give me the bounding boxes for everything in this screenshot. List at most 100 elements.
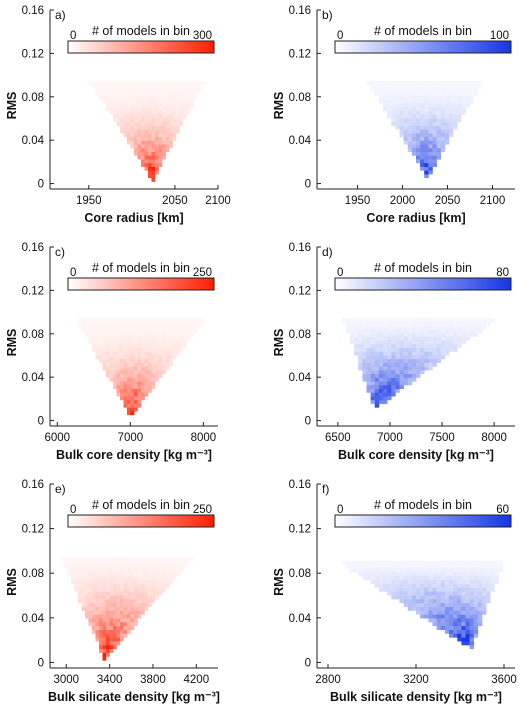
heatmap-bin bbox=[144, 366, 149, 371]
heatmap-bin bbox=[162, 572, 166, 577]
heatmap-bin bbox=[123, 633, 128, 638]
heatmap-bin bbox=[116, 629, 121, 634]
heatmap-bin bbox=[424, 358, 429, 363]
heatmap-bin bbox=[453, 99, 458, 104]
heatmap-bin bbox=[158, 564, 163, 569]
heatmap-bin bbox=[387, 568, 392, 573]
heatmap-bin bbox=[186, 317, 191, 322]
heatmap-bin bbox=[158, 144, 163, 149]
heatmap-bin bbox=[144, 606, 149, 611]
heatmap-bin bbox=[449, 99, 454, 104]
heatmap-bin bbox=[482, 564, 487, 569]
heatmap-bin bbox=[151, 556, 156, 561]
heatmap-bin bbox=[134, 618, 138, 623]
heatmap-bin bbox=[123, 355, 128, 360]
heatmap-bin bbox=[85, 332, 89, 337]
heatmap-bin bbox=[366, 321, 371, 326]
heatmap-bin bbox=[130, 564, 135, 569]
heatmap-bin bbox=[137, 572, 142, 577]
heatmap-bin bbox=[85, 560, 89, 565]
heatmap-bin bbox=[391, 358, 396, 363]
heatmap-bin bbox=[186, 329, 191, 334]
heatmap-bin bbox=[395, 362, 400, 367]
heatmap-bin bbox=[165, 114, 170, 119]
heatmap-bin bbox=[482, 595, 487, 600]
heatmap-bin bbox=[137, 151, 142, 156]
heatmap-bin bbox=[151, 568, 156, 573]
heatmap-bin bbox=[486, 317, 491, 322]
heatmap-bin bbox=[424, 595, 429, 600]
heatmap-bin bbox=[358, 366, 363, 371]
heatmap-bin bbox=[109, 583, 114, 588]
heatmap-bin bbox=[109, 633, 114, 638]
heatmap-bin bbox=[420, 332, 425, 337]
heatmap-bin bbox=[378, 583, 384, 588]
heatmap-bin bbox=[155, 332, 159, 337]
heatmap-bin bbox=[440, 110, 446, 115]
heatmap-bin bbox=[457, 560, 462, 565]
heatmap-bin bbox=[158, 355, 163, 360]
heatmap-bin bbox=[424, 129, 429, 134]
heatmap-bin bbox=[428, 140, 433, 145]
heatmap-bin bbox=[137, 147, 142, 153]
heatmap-bin bbox=[428, 618, 433, 623]
heatmap-bin bbox=[151, 351, 156, 356]
heatmap-bin bbox=[350, 332, 355, 337]
heatmap-bin bbox=[116, 114, 121, 119]
heatmap-bin bbox=[183, 329, 187, 334]
heatmap-bin bbox=[88, 317, 93, 322]
heatmap-bin bbox=[137, 583, 142, 588]
heatmap-bin bbox=[428, 129, 433, 134]
heatmap-bin bbox=[391, 343, 396, 348]
heatmap-bin bbox=[99, 556, 103, 561]
heatmap-bin bbox=[120, 614, 124, 619]
heatmap-bin bbox=[197, 88, 201, 93]
heatmap-bin bbox=[482, 317, 487, 322]
heatmap-bin bbox=[158, 583, 163, 588]
heatmap-bin bbox=[144, 602, 149, 607]
heatmap-bin bbox=[374, 560, 380, 565]
heatmap-bin bbox=[106, 652, 110, 657]
heatmap-bin bbox=[99, 602, 103, 607]
heatmap-bin bbox=[416, 151, 421, 156]
heatmap-bin bbox=[120, 358, 124, 363]
heatmap-bin bbox=[387, 591, 392, 596]
heatmap-bin bbox=[370, 370, 376, 375]
heatmap-bin bbox=[378, 347, 384, 352]
heatmap-bin bbox=[482, 606, 487, 611]
heatmap-bin bbox=[169, 106, 173, 111]
heatmap-bin bbox=[113, 358, 117, 363]
heatmap-bin bbox=[420, 591, 425, 596]
heatmap-bin bbox=[436, 114, 442, 119]
heatmap-bin bbox=[151, 384, 156, 390]
heatmap-bin bbox=[436, 155, 442, 160]
heatmap-bin bbox=[383, 332, 388, 337]
heatmap-bin bbox=[144, 388, 149, 393]
heatmap-bin bbox=[449, 114, 454, 119]
heatmap-bin bbox=[370, 80, 376, 85]
heatmap-bin bbox=[123, 595, 128, 600]
heatmap-bin bbox=[383, 103, 388, 108]
heatmap-bin bbox=[403, 133, 409, 138]
heatmap-bin bbox=[148, 147, 152, 153]
heatmap-bin bbox=[162, 560, 166, 565]
heatmap-bin bbox=[113, 633, 117, 638]
heatmap-bin bbox=[137, 129, 142, 134]
heatmap-bin bbox=[60, 556, 65, 561]
heatmap-bin bbox=[407, 560, 413, 565]
heatmap-bin bbox=[411, 358, 417, 363]
heatmap-bin bbox=[453, 336, 458, 341]
heatmap-bin bbox=[416, 347, 421, 352]
heatmap-bin bbox=[74, 568, 79, 573]
heatmap-bin bbox=[162, 340, 166, 345]
heatmap-bin bbox=[416, 129, 421, 134]
heatmap-bin bbox=[457, 576, 462, 581]
heatmap-bin bbox=[120, 583, 124, 588]
heatmap-bin bbox=[151, 110, 156, 115]
heatmap-bin bbox=[457, 564, 462, 569]
heatmap-bin bbox=[449, 347, 454, 352]
heatmap-bin bbox=[144, 377, 149, 382]
